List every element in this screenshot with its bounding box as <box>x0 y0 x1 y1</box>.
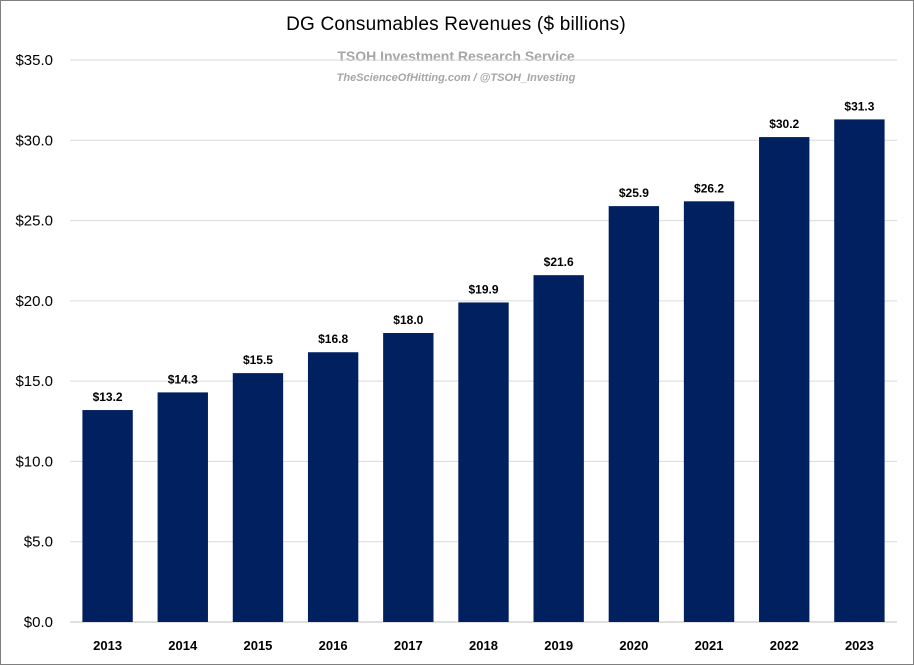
y-tick-label: $5.0 <box>24 534 53 551</box>
bar-2018 <box>458 302 509 622</box>
bar-2015 <box>232 373 284 622</box>
bar-2014 <box>157 392 208 622</box>
y-tick-label: $30.0 <box>15 132 53 149</box>
x-tick-label: 2015 <box>243 638 272 653</box>
data-label: $19.9 <box>468 282 498 296</box>
x-tick-label: 2022 <box>770 638 799 653</box>
x-tick-label: 2021 <box>695 638 724 653</box>
y-tick-label: $25.0 <box>15 213 53 230</box>
x-tick-label: 2020 <box>619 638 648 653</box>
data-label: $13.2 <box>93 390 123 404</box>
x-tick-label: 2014 <box>168 638 198 653</box>
bar-2023 <box>834 119 885 622</box>
data-label: $30.2 <box>769 117 799 131</box>
data-label: $16.8 <box>318 332 348 346</box>
x-tick-label: 2023 <box>845 638 874 653</box>
x-tick-label: 2017 <box>394 638 423 653</box>
bar-2022 <box>759 137 810 622</box>
chart-title: DG Consumables Revenues ($ billions) <box>286 14 626 35</box>
bar-2020 <box>608 206 660 622</box>
x-tick-label: 2013 <box>93 638 122 653</box>
data-label: $14.3 <box>168 372 198 386</box>
bars <box>82 119 885 622</box>
y-tick-label: $15.0 <box>15 373 53 390</box>
data-labels: $13.2 $14.3 $15.5 $16.8 $18.0 $19.9 $21.6 $25.9… <box>93 99 875 404</box>
y-tick-label: $35.0 <box>15 52 53 69</box>
data-label: $18.0 <box>393 313 423 327</box>
y-axis: $0.0 $5.0 $10.0 $15.0 $20.0 $25.0 $30.0 $35.0 <box>15 52 53 631</box>
x-tick-label: 2019 <box>544 638 573 653</box>
x-tick-label: 2018 <box>469 638 498 653</box>
y-tick-label: $0.0 <box>24 614 53 631</box>
data-label: $31.3 <box>844 99 874 113</box>
x-axis: 2013 2014 2015 2016 2017 2018 2019 2020 2021 2022… <box>93 638 874 653</box>
y-tick-label: $10.0 <box>15 453 53 470</box>
bar-2017 <box>383 332 434 622</box>
data-label: $26.2 <box>694 181 724 195</box>
bar-2016 <box>307 352 359 622</box>
watermark-line-2: TheScienceOfHitting.com / @TSOH_Investin… <box>336 72 576 84</box>
data-label: $15.5 <box>243 353 273 367</box>
bar-2013 <box>82 410 133 622</box>
y-tick-label: $20.0 <box>15 293 53 310</box>
bar-2019 <box>533 275 584 622</box>
bar-2021 <box>683 201 735 622</box>
x-tick-label: 2016 <box>319 638 348 653</box>
data-label: $21.6 <box>544 255 574 269</box>
data-label: $25.9 <box>619 186 649 200</box>
